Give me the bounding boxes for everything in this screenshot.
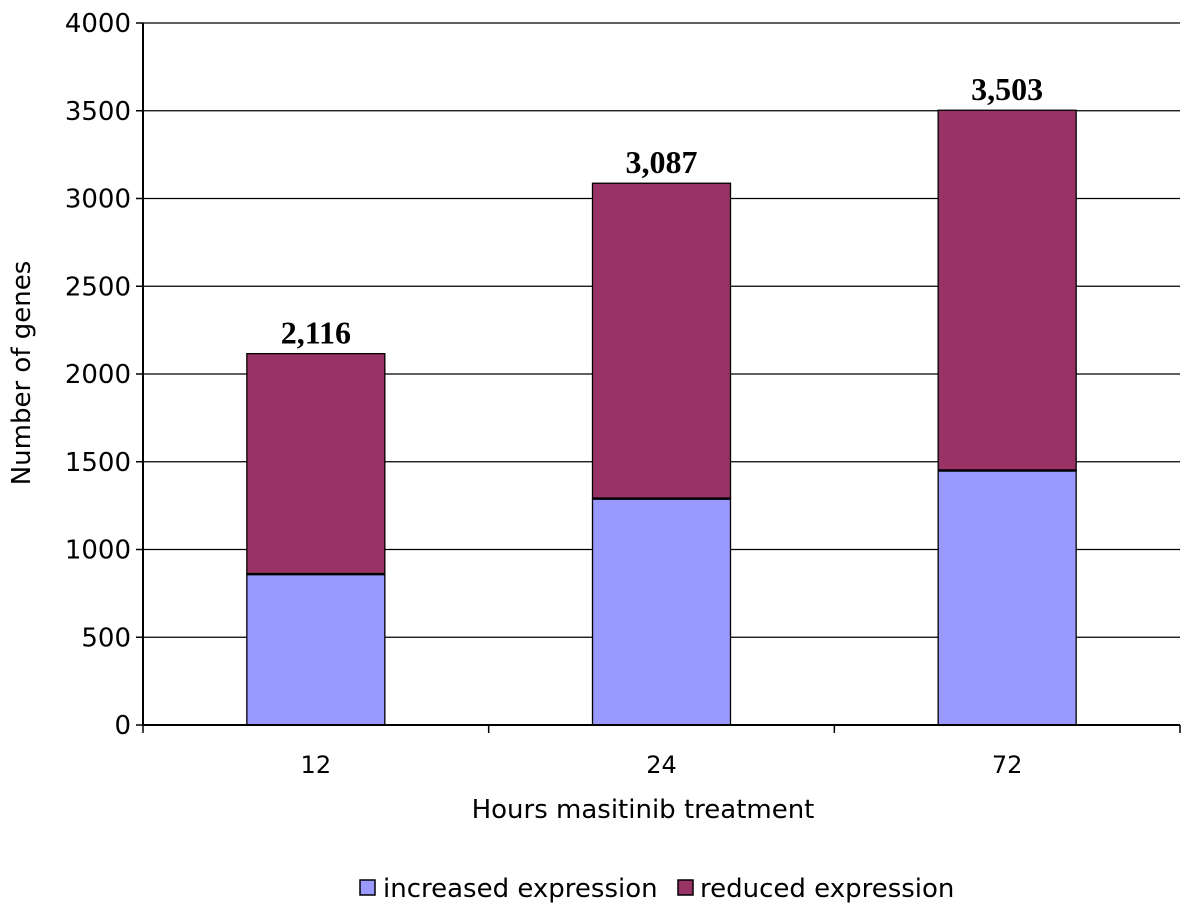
total-label: 3,503 — [971, 71, 1043, 107]
x-tick-label: 12 — [301, 751, 332, 779]
x-tick-labels: 12 24 72 — [142, 725, 1181, 779]
bar-segment-increased — [937, 469, 1077, 726]
y-tick-label: 1000 — [65, 536, 131, 566]
total-label: 3,087 — [626, 144, 698, 180]
bar-segment-increased — [591, 497, 732, 726]
x-axis-title: Hours masitinib treatment — [472, 795, 815, 825]
y-tick-label: 1500 — [65, 448, 131, 478]
bars — [246, 109, 1077, 726]
y-axis-title: Number of genes — [7, 261, 37, 486]
total-labels: 2,116 3,087 3,503 — [281, 71, 1043, 350]
y-tick-label: 0 — [114, 711, 131, 741]
bar-segment-reduced — [591, 182, 732, 500]
total-label: 2,116 — [281, 315, 351, 351]
legend-label-increased: increased expression — [383, 874, 658, 904]
y-tick-label: 4000 — [65, 9, 131, 39]
legend: increased expression reduced expression — [359, 874, 954, 904]
x-tick-label: 24 — [646, 751, 677, 779]
bar-segment-reduced — [246, 352, 386, 575]
y-tick-label: 500 — [81, 623, 131, 653]
legend-label-reduced: reduced expression — [700, 874, 954, 904]
legend-swatch-reduced — [677, 879, 694, 896]
y-tick-label: 3500 — [65, 97, 131, 127]
bar-segment-reduced — [937, 109, 1077, 472]
y-tick-label: 2500 — [65, 272, 131, 302]
y-tick-labels: 0 500 1000 1500 2000 2500 3000 3500 4000 — [65, 9, 143, 741]
bar-segment-increased — [246, 573, 386, 726]
y-tick-label: 2000 — [65, 360, 131, 390]
x-tick-label: 72 — [992, 751, 1023, 779]
legend-swatch-increased — [359, 879, 376, 896]
y-tick-label: 3000 — [65, 185, 131, 215]
